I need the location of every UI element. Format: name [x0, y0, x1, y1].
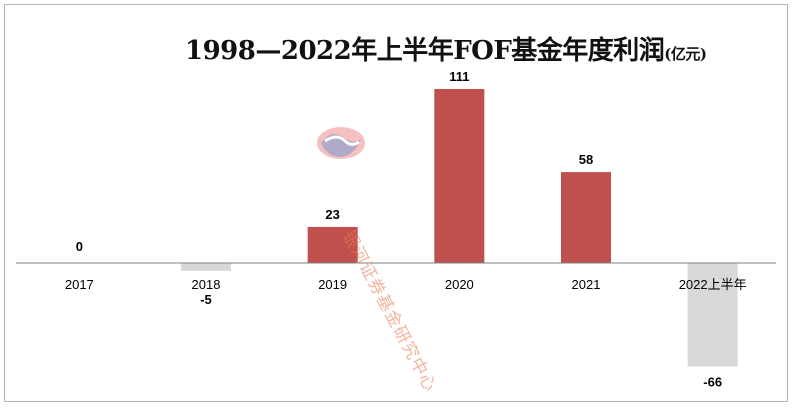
- bar-2018: [181, 263, 231, 271]
- data-label: 23: [325, 207, 339, 222]
- chart-title-main: 1998—2022年上半年FOF基金年度利润: [185, 36, 665, 66]
- x-tick-label: 2021: [572, 277, 601, 292]
- x-tick-label: 2020: [445, 277, 474, 292]
- bar-2021: [561, 172, 611, 263]
- bar-2020: [434, 89, 485, 263]
- data-label: -5: [200, 292, 212, 307]
- x-tick-label: 2019: [318, 277, 347, 292]
- bar-2022上半年: [687, 263, 738, 367]
- chart-frame: [4, 4, 788, 402]
- x-tick-label: 2022上半年: [679, 277, 747, 292]
- data-label: -66: [703, 374, 722, 389]
- chart-title: 1998—2022年上半年FOF基金年度利润(亿元): [185, 30, 707, 67]
- bar-2019: [307, 226, 358, 263]
- chart-title-unit: (亿元): [664, 45, 707, 63]
- bar-group: [181, 89, 738, 367]
- x-tick-labels: 2017 2018 2019 2020 2021 2022上半年: [65, 277, 747, 292]
- watermark-logo-icon: [317, 127, 365, 159]
- data-label: 58: [579, 152, 593, 167]
- data-label: 111: [449, 69, 469, 84]
- x-tick-label: 2017: [65, 277, 94, 292]
- data-label: 0: [76, 239, 83, 254]
- x-tick-label: 2018: [192, 277, 221, 292]
- data-labels: 0 -5 23 111 58 -66: [76, 69, 722, 389]
